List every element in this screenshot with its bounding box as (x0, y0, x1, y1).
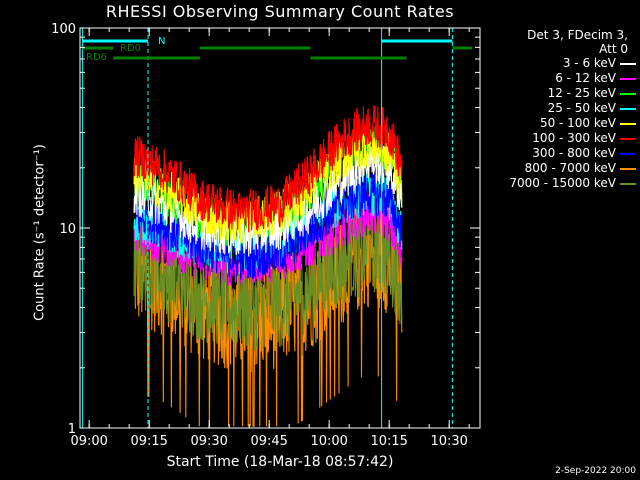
legend-swatch (620, 182, 636, 185)
state-label-n: N (158, 36, 165, 47)
legend: Det 3, FDecim 3, Att 0 3 - 6 keV 6 - 12 k… (486, 28, 636, 191)
state-label-rd0: RD0 (120, 43, 141, 54)
y-tick-label-0: 1 (68, 422, 76, 437)
x-tick-label-4: 10:00 (310, 434, 347, 449)
legend-label: 25 - 50 keV (547, 101, 616, 115)
legend-swatch (620, 152, 636, 155)
y-tick-label-2: 100 (51, 22, 76, 37)
legend-swatch (620, 92, 636, 95)
legend-header-line-2: Att 0 (599, 42, 628, 56)
state-label-rd6: RD6 (86, 52, 107, 63)
legend-label: 7000 - 15000 keV (509, 176, 616, 190)
y-tick-label-1: 10 (59, 222, 76, 237)
legend-label: 100 - 300 keV (532, 131, 616, 145)
x-axis-label: Start Time (18-Mar-18 08:57:42) (166, 454, 394, 470)
series-line-6 (133, 172, 403, 280)
chart-title: RHESSI Observing Summary Count Rates (105, 2, 455, 21)
series-line-5 (133, 105, 403, 233)
legend-label: 300 - 800 keV (532, 146, 616, 160)
legend-swatch (620, 167, 636, 170)
legend-label: 12 - 25 keV (547, 86, 616, 100)
legend-header-line-1: Det 3, FDecim 3, (527, 28, 628, 42)
legend-label: 50 - 100 keV (539, 116, 616, 130)
legend-entry: 300 - 800 keV (486, 146, 636, 161)
footer-date: 2-Sep-2022 20:00 (555, 466, 636, 476)
legend-entry: 25 - 50 keV (486, 101, 636, 116)
legend-entry: 50 - 100 keV (486, 116, 636, 131)
legend-swatch (620, 137, 636, 140)
legend-label: 6 - 12 keV (555, 71, 616, 85)
legend-entry: 6 - 12 keV (486, 71, 636, 86)
legend-label: 3 - 6 keV (562, 56, 616, 70)
x-tick-label-6: 10:30 (430, 434, 467, 449)
legend-swatch (620, 122, 636, 125)
legend-swatch (620, 62, 636, 65)
x-tick-label-0: 09:00 (70, 434, 107, 449)
x-tick-label-5: 10:15 (370, 434, 407, 449)
legend-swatch (620, 107, 636, 110)
legend-label: 800 - 7000 keV (524, 161, 616, 175)
legend-entry: 800 - 7000 keV (486, 161, 636, 176)
x-tick-label-2: 09:30 (190, 434, 227, 449)
legend-entry: 12 - 25 keV (486, 86, 636, 101)
legend-entry: 3 - 6 keV (486, 56, 636, 71)
legend-swatch (620, 77, 636, 80)
x-tick-label-3: 09:45 (250, 434, 287, 449)
legend-entry: 7000 - 15000 keV (486, 176, 636, 191)
x-tick-label-1: 09:15 (130, 434, 167, 449)
legend-entry: 100 - 300 keV (486, 131, 636, 146)
